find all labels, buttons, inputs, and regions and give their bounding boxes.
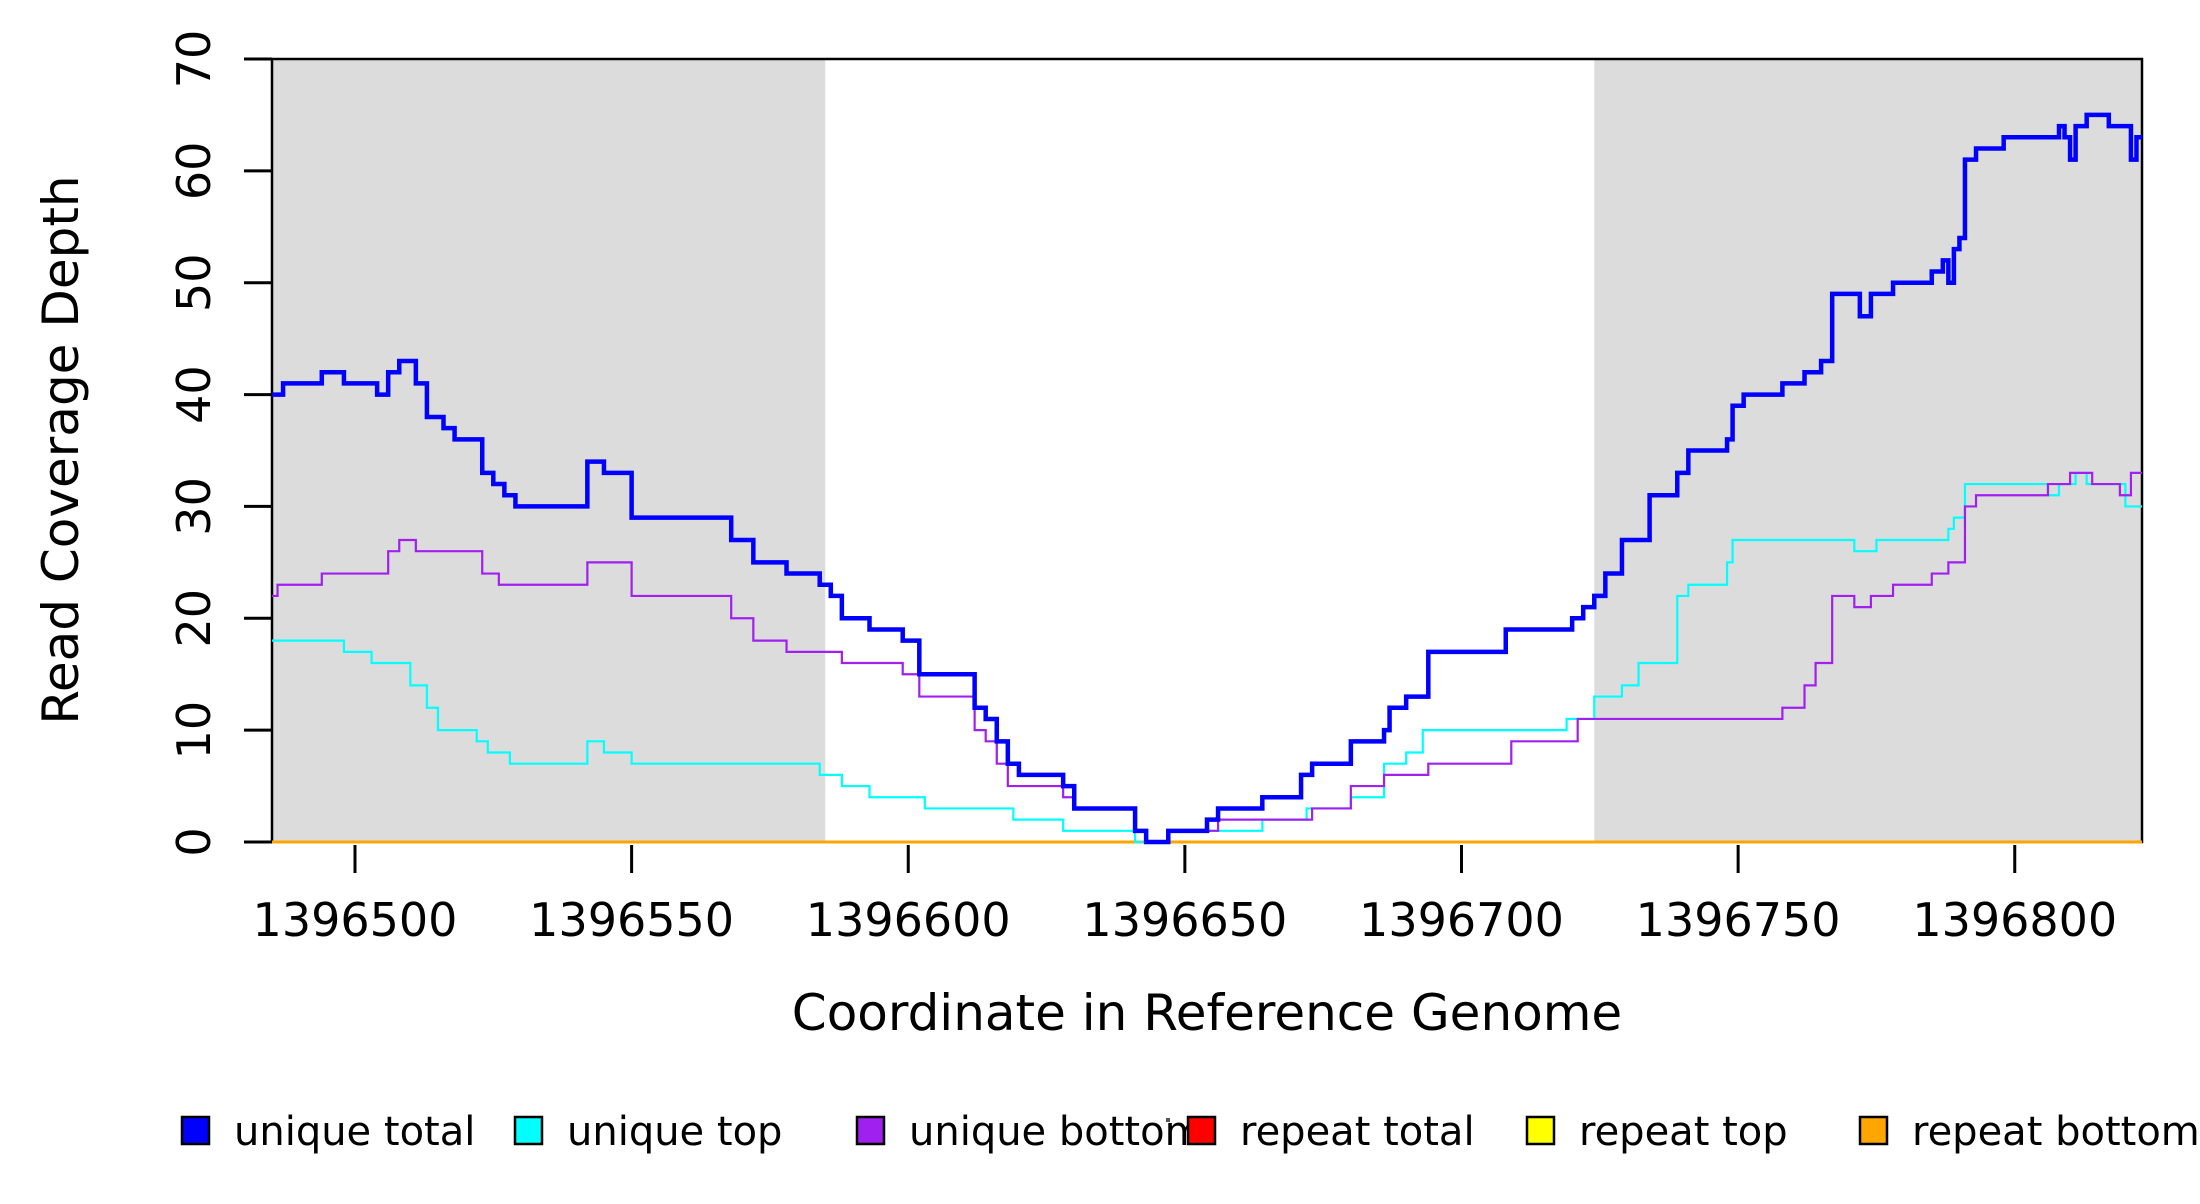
y-tick-label: 50 <box>167 253 221 312</box>
y-tick-label: 70 <box>167 30 221 89</box>
x-tick-label: 1396800 <box>1912 893 2117 947</box>
x-tick-label: 1396550 <box>529 893 734 947</box>
y-tick-label: 40 <box>167 365 221 424</box>
legend-swatch-repeat-top <box>1525 1115 1556 1146</box>
y-tick-label: 0 <box>167 827 221 856</box>
legend-swatch-repeat-total <box>1186 1115 1217 1146</box>
series-lines <box>272 112 2142 845</box>
legend-label-repeat-top: repeat top <box>1579 1109 1788 1155</box>
legend-label-repeat-total: repeat total <box>1240 1109 1475 1155</box>
shaded-region <box>272 59 826 842</box>
legend-label-repeat-bottom: repeat bottom <box>1912 1109 2200 1155</box>
legend-label-unique-total: unique total <box>234 1109 475 1155</box>
x-tick-label: 1396600 <box>806 893 1011 947</box>
legend-label-unique-top: unique top <box>567 1109 782 1155</box>
y-axis-title: Read Coverage Depth <box>32 175 90 724</box>
y-tick-label: 20 <box>167 589 221 648</box>
x-tick-label: 1396500 <box>253 893 458 947</box>
x-tick-label: 1396700 <box>1359 893 1564 947</box>
y-tick-label: 60 <box>167 142 221 201</box>
legend-swatch-unique-bottom <box>855 1115 886 1146</box>
legend-label-unique-bottom: unique bottom <box>909 1109 1204 1155</box>
y-tick-label: 10 <box>167 701 221 760</box>
legend: unique total unique top unique bottom repea… <box>180 1109 2200 1155</box>
series-line-unique-total <box>272 112 2142 845</box>
x-tick-label: 1396650 <box>1082 893 1287 947</box>
shaded-regions <box>272 59 2142 842</box>
legend-swatch-unique-total <box>180 1115 211 1146</box>
shaded-region <box>1594 59 2142 842</box>
legend-swatch-unique-top <box>513 1115 544 1146</box>
axes: 0 10 20 30 40 50 60 70 1396500 1396550 1396600 1396… <box>167 30 2117 947</box>
x-tick-label: 1396750 <box>1636 893 1841 947</box>
legend-artifact-dot <box>1166 1118 1170 1122</box>
y-tick-label: 30 <box>167 477 221 536</box>
legend-swatch-repeat-bottom <box>1858 1115 1889 1146</box>
x-axis-title: Coordinate in Reference Genome <box>792 984 1622 1042</box>
